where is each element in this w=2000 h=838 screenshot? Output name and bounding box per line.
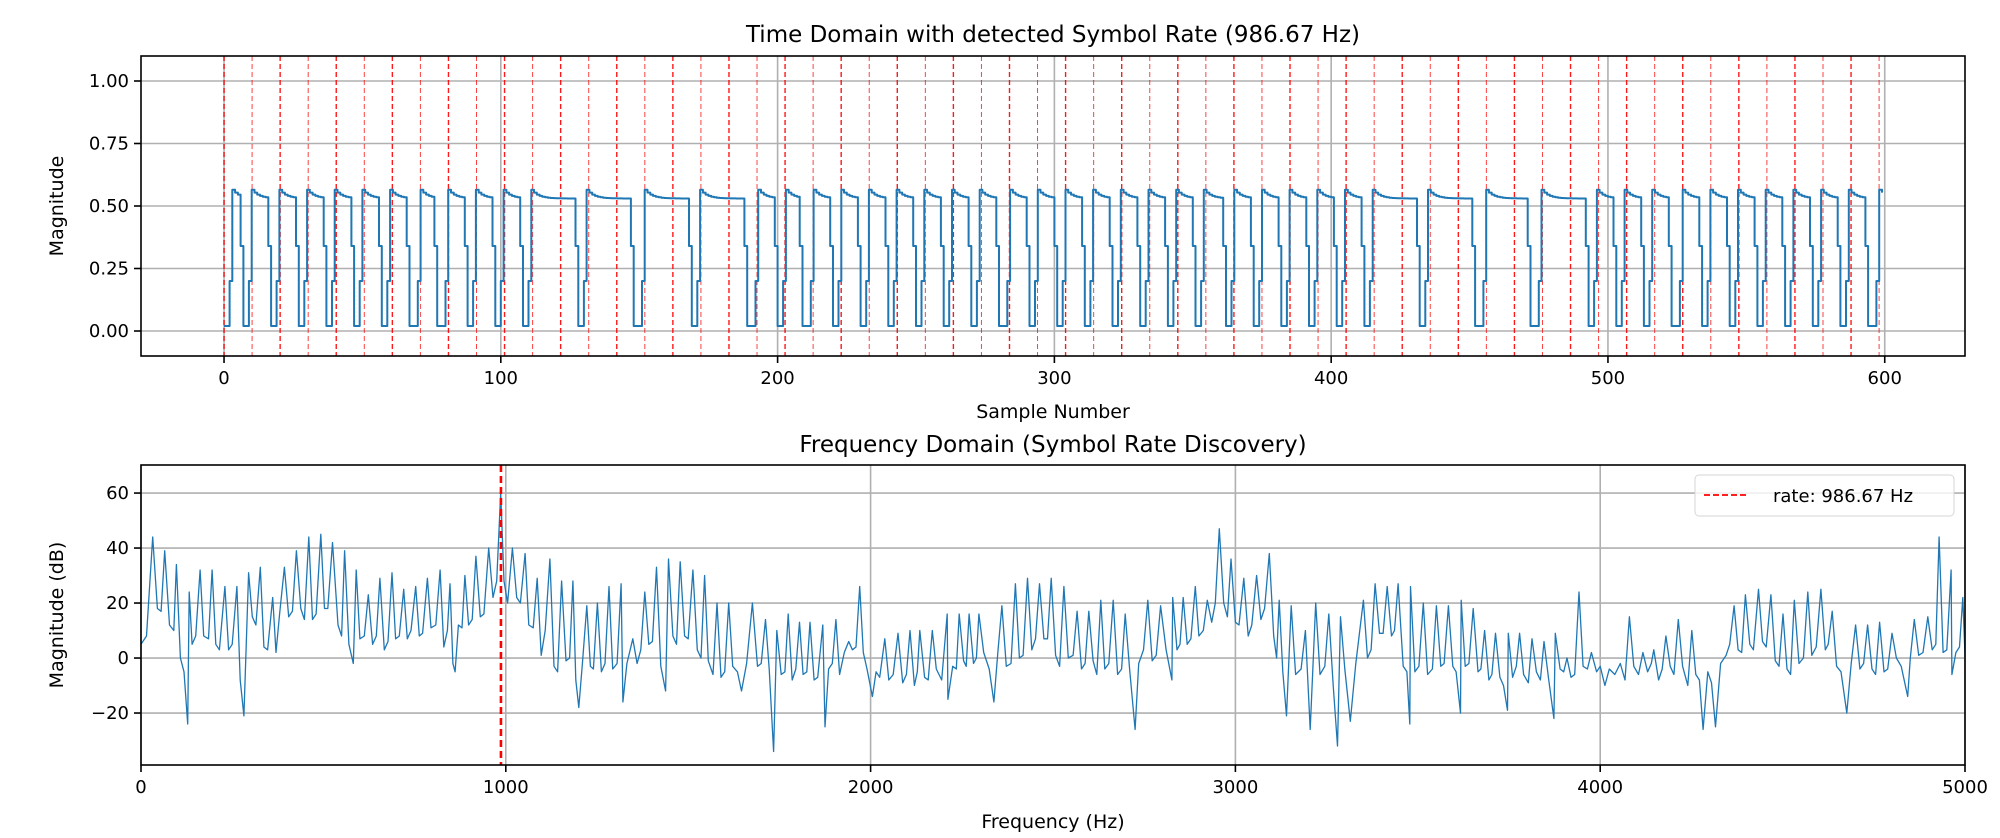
x-tick-label: 600 xyxy=(1868,368,1902,389)
x-tick-label: 2000 xyxy=(848,777,894,798)
time-domain-xlabel: Sample Number xyxy=(976,401,1130,423)
x-tick-label: 0 xyxy=(218,368,229,389)
y-tick-label: 60 xyxy=(106,483,129,504)
series-layer xyxy=(141,465,1965,765)
grid xyxy=(141,56,1965,356)
plot-area xyxy=(141,56,1965,356)
x-tick-label: 5000 xyxy=(1942,777,1988,798)
x-tick-label: 200 xyxy=(760,368,794,389)
x-tick-label: 300 xyxy=(1037,368,1071,389)
x-tick-label: 100 xyxy=(484,368,518,389)
frequency-domain-axes: Frequency Domain (Symbol Rate Discovery)… xyxy=(46,432,1988,833)
grid xyxy=(140,465,1966,765)
y-tick-label: 20 xyxy=(106,593,129,614)
x-tick-label: 3000 xyxy=(1212,777,1258,798)
axes-frame xyxy=(140,55,1966,357)
legend-rate-label: rate: 986.67 Hz xyxy=(1773,486,1913,507)
x-tick-label: 400 xyxy=(1314,368,1348,389)
plot-area xyxy=(140,465,1966,765)
spectrum-trace xyxy=(141,492,1965,753)
legend: rate: 986.67 Hz xyxy=(1694,474,1955,517)
y-tick-label: 0 xyxy=(118,648,129,669)
time-domain-axes: Time Domain with detected Symbol Rate (9… xyxy=(46,22,1966,423)
x-tick-label: 1000 xyxy=(483,777,529,798)
series-layer xyxy=(223,56,1883,356)
y-tick-label: 0.75 xyxy=(89,134,129,155)
x-tick-label: 500 xyxy=(1591,368,1625,389)
time-domain-ylabel: Magnitude xyxy=(46,156,68,257)
frequency-domain-ylabel: Magnitude (dB) xyxy=(46,542,68,689)
frequency-domain-title: Frequency Domain (Symbol Rate Discovery) xyxy=(799,432,1306,458)
frequency-domain-xlabel: Frequency (Hz) xyxy=(981,811,1124,833)
legend-box xyxy=(1694,474,1955,517)
y-tick-label: 0.25 xyxy=(89,259,129,280)
magnitude-trace xyxy=(224,188,1883,327)
y-tick-label: 1.00 xyxy=(89,71,129,92)
y-tick-label: 0.50 xyxy=(89,196,129,217)
axes-frame xyxy=(140,464,1966,766)
y-tick-label: 40 xyxy=(106,538,129,559)
x-tick-label: 0 xyxy=(135,777,146,798)
x-tick-label: 4000 xyxy=(1577,777,1623,798)
y-tick-label: 0.00 xyxy=(89,321,129,342)
time-domain-title: Time Domain with detected Symbol Rate (9… xyxy=(745,22,1360,48)
y-tick-label: −20 xyxy=(91,703,129,724)
